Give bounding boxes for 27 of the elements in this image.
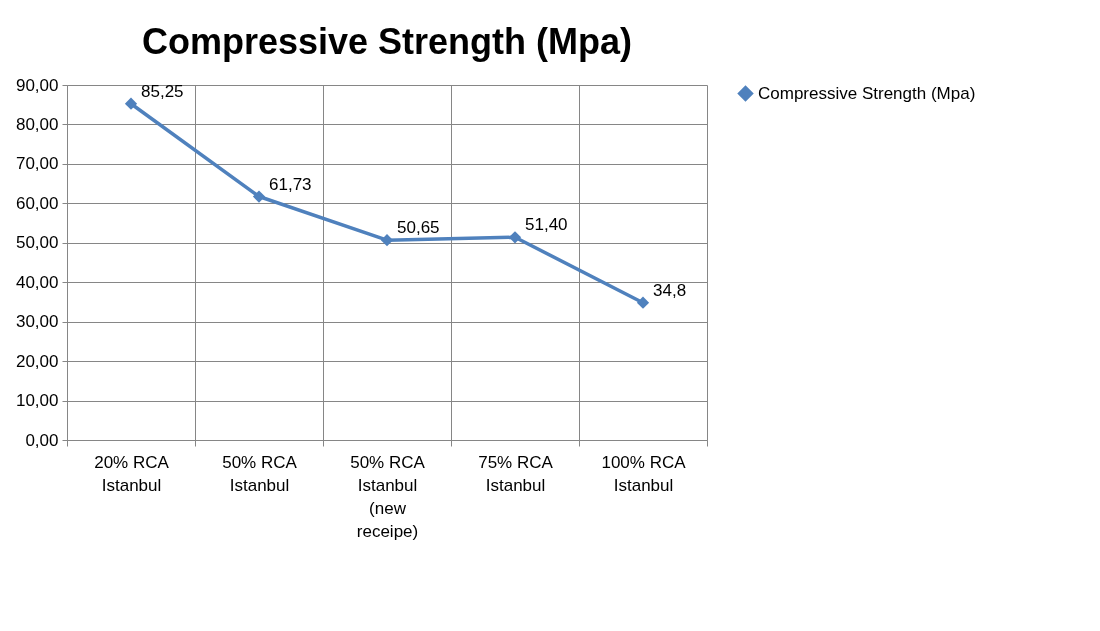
x-tick-label: 20% RCA Istanbul xyxy=(94,452,170,495)
x-tick-label: 50% RCA Istanbul xyxy=(222,452,298,495)
data-label: 61,73 xyxy=(269,174,312,194)
data-label: 34,8 xyxy=(653,280,687,300)
y-tick-label: 10,00 xyxy=(15,391,59,411)
y-tick-label: 70,00 xyxy=(15,154,59,174)
x-tick-label: 100% RCA Istanbul xyxy=(601,452,687,495)
point xyxy=(252,190,266,203)
y-tick-label: 80,00 xyxy=(15,114,59,134)
point xyxy=(124,97,138,110)
chart-title: Compressive Strength (Mpa) xyxy=(141,21,633,62)
data-label: 51,40 xyxy=(525,215,568,235)
point xyxy=(508,231,522,244)
y-tick-label: 0,00 xyxy=(25,430,59,450)
y-tick-label: 50,00 xyxy=(15,233,59,253)
point xyxy=(636,296,650,309)
point xyxy=(380,234,394,247)
x-tick-label: 75% RCA Istanbul xyxy=(478,452,554,495)
legend-label: Compressive Strength (Mpa) xyxy=(758,83,976,103)
data-label: 85,25 xyxy=(141,81,184,101)
y-tick-label: 90,00 xyxy=(15,75,59,95)
x-tick-label: 50% RCA Istanbul (new receipe) xyxy=(350,452,426,541)
y-tick-label: 20,00 xyxy=(15,351,59,371)
y-tick-label: 30,00 xyxy=(15,312,59,332)
y-tick-label: 60,00 xyxy=(15,193,59,213)
y-tick-label: 40,00 xyxy=(15,272,59,292)
data-label: 50,65 xyxy=(397,218,440,238)
